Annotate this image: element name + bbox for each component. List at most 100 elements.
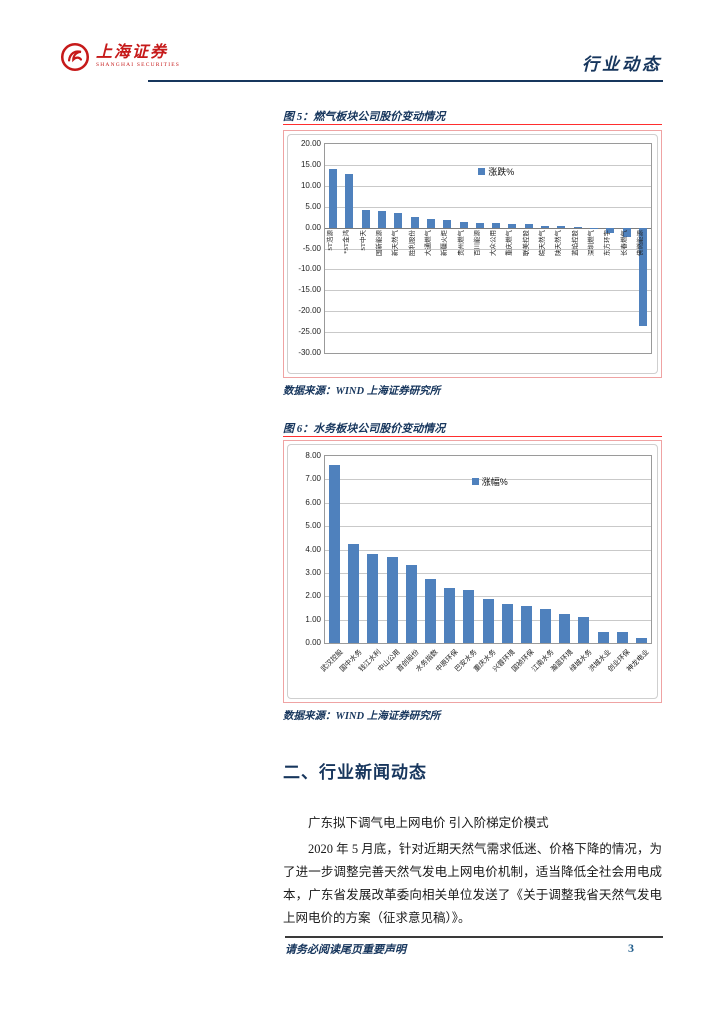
legend-swatch-icon [478, 167, 486, 175]
legend-label: 涨跌% [488, 166, 515, 177]
x-axis-label: 贵州燃气 [457, 229, 465, 256]
x-axis-label: 蓝焰控股 [571, 229, 579, 256]
gridline [325, 206, 651, 208]
section-heading: 二、行业新闻动态 [283, 763, 427, 782]
bar-国中水务 [348, 543, 360, 643]
bar-国新能源 [378, 211, 387, 228]
bar-深圳燃气 [589, 227, 598, 230]
gridline [325, 596, 651, 598]
bar-神龙电业 [635, 638, 647, 643]
bar-东方环宇 [606, 227, 615, 233]
page-number: 3 [628, 941, 634, 955]
bar-巴安水务 [463, 590, 475, 643]
figure6-caption-rule [283, 436, 662, 437]
x-axis-label: 东方环宇 [604, 229, 612, 256]
bar-首创股份 [405, 564, 417, 643]
bar-百川能源 [475, 222, 484, 228]
y-axis-tick-label: 15.00 [300, 159, 321, 169]
footer-disclaimer: 请务必阅读尾页重要声明 [285, 944, 406, 956]
bar-联美控股 [524, 224, 533, 228]
report-category-tag: 行业动态 [582, 55, 662, 74]
y-axis-tick-label: 5.00 [305, 201, 321, 211]
brand-logo: 上海证券 SHANGHAI SECURITIES [58, 40, 180, 74]
bar-水务指数 [424, 578, 436, 643]
x-axis-label: 长春燃气 [620, 229, 628, 256]
gridline [325, 290, 651, 292]
bar-ST浩源 [329, 169, 338, 228]
y-axis-tick-label: 20.00 [300, 139, 321, 148]
bar-佛燃能源 [638, 227, 647, 326]
bar-瀚蓝环境 [559, 613, 571, 643]
y-axis-tick-label: 4.00 [305, 544, 321, 554]
gridline [325, 185, 651, 187]
bar-*ST金鸿 [345, 174, 354, 228]
y-axis-tick-label: -15.00 [298, 285, 321, 295]
footer-divider [285, 936, 663, 938]
chart-legend: 涨跌% [478, 165, 514, 178]
bar-中原环保 [444, 588, 456, 643]
y-axis-tick-label: 10.00 [300, 180, 321, 190]
x-axis-label: 国新能源 [376, 229, 384, 256]
x-axis-label: 皖天然气 [539, 229, 547, 256]
x-axis-label: 深圳燃气 [587, 229, 595, 256]
y-axis-tick-label: 7.00 [305, 474, 321, 484]
chart-frame [287, 134, 658, 374]
chart-frame [287, 444, 658, 699]
y-axis-tick-label: 8.00 [305, 451, 321, 460]
bar-大通燃气 [426, 218, 435, 228]
gridline [325, 526, 651, 528]
bar-中山公用 [386, 556, 398, 643]
bar-重庆水务 [482, 598, 494, 643]
x-axis-label: 胜利股份 [408, 229, 416, 256]
bar-新天然气 [394, 213, 403, 228]
water-sector-price-change-chart: 8.00 7.00 6.00 5.00 4.00 3.00 2.00 1.00 0.00 武汉控股… [283, 440, 662, 703]
bar-钱江水利 [367, 554, 379, 643]
legend-swatch-icon [471, 477, 479, 485]
x-axis-label: 联美控股 [522, 229, 530, 256]
gridline [325, 479, 651, 481]
chart-legend: 涨幅% [471, 475, 508, 488]
zero-axis-line [325, 227, 651, 229]
plot-area: 8.00 7.00 6.00 5.00 4.00 3.00 2.00 1.00 0.00 武汉控股… [305, 451, 652, 673]
bar-皖天然气 [541, 225, 550, 228]
y-axis-tick-label: -20.00 [298, 306, 321, 316]
bar-长春燃气 [622, 227, 631, 237]
gridline [325, 269, 651, 271]
gridline [325, 549, 651, 551]
bar-大众公用 [492, 223, 501, 228]
bar-国祯环保 [520, 605, 532, 643]
y-axis-tick-label: -5.00 [302, 243, 321, 253]
bar-武汉控股 [329, 465, 341, 643]
y-axis-tick-label: 1.00 [305, 614, 321, 624]
gridline [325, 164, 651, 166]
y-axis-tick-label: 2.00 [305, 591, 321, 601]
gridline [325, 502, 651, 504]
bar-ST中天 [361, 209, 370, 228]
x-axis-label: ST中天 [359, 229, 367, 251]
x-axis-label: 大通燃气 [424, 229, 432, 256]
news-subheading: 广东拟下调气电上网电价 引入阶梯定价模式 [308, 816, 549, 830]
y-axis-tick-label: 5.00 [305, 521, 321, 531]
x-axis-label: ST浩源 [327, 229, 335, 251]
y-axis-tick-label: 6.00 [305, 497, 321, 507]
gridline [325, 311, 651, 313]
bar-胜利股份 [410, 216, 419, 228]
figure6-caption: 图 6：水务板块公司股价变动情况 [283, 423, 446, 435]
figure5-source: 数据来源：WIND 上海证券研究所 [283, 386, 441, 397]
gridline [325, 332, 651, 334]
x-axis-label: 百川能源 [473, 229, 481, 256]
news-paragraph: 2020 年 5 月底，针对近期天然气需求低迷、价格下降的情况，为了进一步调整完… [283, 842, 662, 925]
x-axis-label: 新天然气 [392, 229, 400, 256]
x-axis-label: 陕天然气 [555, 229, 563, 256]
bar-新疆火炬 [443, 220, 452, 228]
x-axis-label: 新疆火炬 [441, 229, 449, 256]
x-axis-label: 重庆燃气 [506, 229, 514, 256]
gridline [325, 572, 651, 574]
gridline [325, 248, 651, 250]
bar-贵州燃气 [459, 221, 468, 228]
y-axis-tick-label: 3.00 [305, 567, 321, 577]
brand-name-en: SHANGHAI SECURITIES [96, 62, 181, 69]
figure6-source: 数据来源：WIND 上海证券研究所 [283, 711, 441, 722]
gas-sector-price-change-chart: 20.00 15.00 10.00 5.00 0.00 -5.00 -10.00 -15.00… [283, 130, 662, 378]
